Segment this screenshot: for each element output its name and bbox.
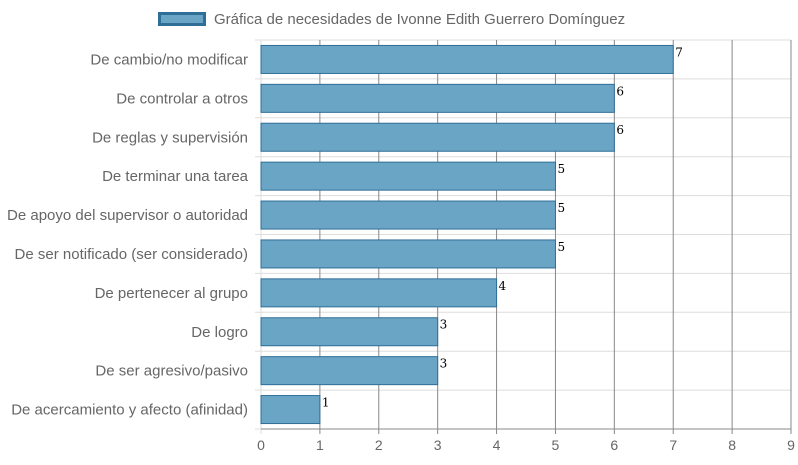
y-tick-label: De terminar una tarea [102,168,249,185]
y-tick-label: De acercamiento y afecto (afinidad) [11,402,248,419]
x-tick-label: 3 [434,437,442,453]
data-label: 1 [322,396,330,410]
y-tick-label: De pertenecer al grupo [95,285,248,302]
data-label: 4 [499,279,507,293]
y-tick-label: De controlar a otros [116,90,248,107]
bars-layer [260,44,674,425]
data-label: 6 [616,123,624,137]
data-label: 5 [557,162,565,176]
ticks-layer: 0 1 2 3 4 5 6 7 8 9 De cambio/no modificar De contr… [7,51,795,453]
y-tick-label: De cambio/no modificar [90,51,248,68]
bar [260,239,556,269]
x-tick-label: 2 [375,437,383,453]
x-tick-label: 9 [787,437,795,453]
chart-legend[interactable]: Gráfica de necesidades de Ivonne Edith G… [158,8,625,30]
x-tick-label: 4 [493,437,501,453]
y-tick-label: De reglas y supervisión [92,129,248,146]
data-label: 3 [440,318,448,332]
legend-swatch [158,12,206,26]
x-tick-label: 1 [316,437,324,453]
bar [260,161,556,191]
x-tick-label: 0 [257,437,265,453]
y-tick-label: De ser agresivo/pasivo [95,363,248,380]
data-label: 3 [440,357,448,371]
bar [260,317,439,347]
bar [260,395,321,425]
labels-layer: 7 6 6 5 5 5 4 3 3 1 [322,45,683,409]
legend-label: Gráfica de necesidades de Ivonne Edith G… [214,10,626,28]
x-tick-label: 8 [728,437,736,453]
bar [260,83,615,113]
x-tick-label: 6 [610,437,618,453]
bar [260,44,674,74]
data-label: 5 [557,201,565,215]
data-label: 7 [675,45,683,59]
bar [260,200,556,230]
y-tick-label: De apoyo del supervisor o autoridad [7,207,248,224]
y-tick-label: De logro [191,324,248,341]
x-tick-label: 7 [669,437,677,453]
data-label: 5 [557,240,565,254]
bar [260,356,439,386]
y-tick-label: De ser notificado (ser considerado) [15,246,248,263]
bar [260,278,498,308]
data-label: 6 [616,84,624,98]
bar [260,122,615,152]
x-tick-label: 5 [552,437,560,453]
